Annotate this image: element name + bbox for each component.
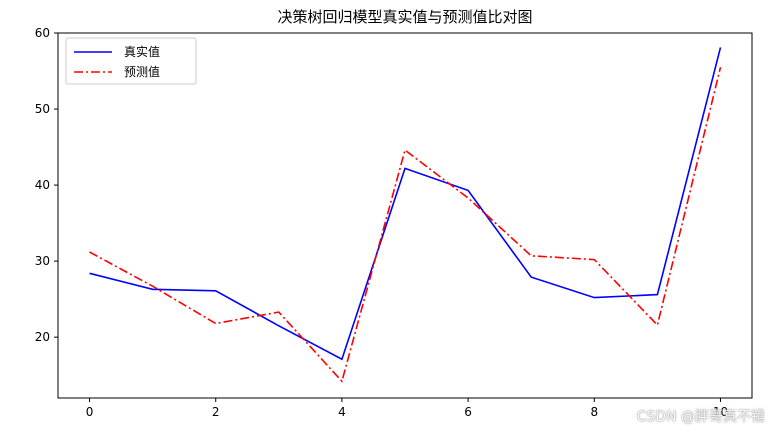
chart-title: 决策树回归模型真实值与预测值比对图: [277, 8, 532, 26]
y-tick-label: 60: [35, 26, 50, 40]
watermark-text: CSDN @胖哥真不错: [636, 409, 765, 425]
x-tick-label: 4: [338, 405, 346, 419]
x-tick-label: 2: [212, 405, 220, 419]
y-tick-label: 30: [35, 254, 50, 268]
y-tick-label: 20: [35, 330, 50, 344]
series-lines: [89, 47, 722, 383]
series-line-actual: [89, 47, 722, 361]
plot-area-frame: [57, 32, 753, 399]
x-tick-label: 10: [713, 405, 728, 419]
axis-ticks: 0 2 4 6 8 10 20 30 40 50 60: [35, 26, 728, 419]
x-tick-label: 0: [86, 405, 94, 419]
legend-label: 预测值: [124, 64, 160, 79]
y-tick-label: 40: [35, 178, 50, 192]
series-line-predicted: [89, 67, 722, 383]
y-tick-label: 50: [35, 102, 50, 116]
x-tick-label: 6: [464, 405, 472, 419]
x-tick-label: 8: [590, 405, 598, 419]
legend-label: 真实值: [124, 44, 160, 59]
